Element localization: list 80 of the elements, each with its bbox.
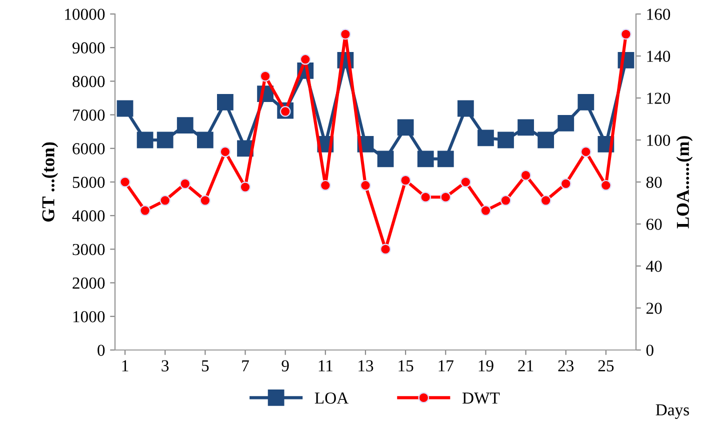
y2-axis-title: LOA......(m) [676, 136, 693, 228]
legend-label: LOA [314, 392, 349, 404]
point [200, 195, 211, 206]
y-tick-label: 9000 [72, 42, 105, 54]
x-axis-title: Days [656, 404, 689, 419]
y-axis-title: GT ...(ton) [42, 142, 58, 222]
x-tick-label: 23 [558, 360, 574, 372]
point [156, 132, 174, 148]
y-tick-label: 4000 [72, 210, 105, 222]
point [518, 119, 534, 136]
point [520, 170, 532, 181]
y-tick-label: 2000 [72, 278, 105, 289]
point [420, 192, 432, 203]
y-tick-label: 7000 [73, 110, 105, 121]
point [578, 94, 594, 110]
x-tick-label: 19 [478, 360, 494, 372]
y2-tick-label: 80 [646, 176, 662, 188]
point [457, 100, 474, 117]
y-tick-label: 8000 [72, 76, 105, 88]
point [538, 132, 554, 148]
point [140, 205, 150, 216]
x-tick-label: 9 [282, 360, 289, 372]
point [136, 132, 154, 148]
point [500, 195, 512, 206]
point [220, 146, 231, 158]
y2-tick-label: 40 [646, 260, 662, 272]
point [180, 178, 191, 190]
point [260, 70, 271, 82]
point [120, 176, 130, 188]
point [498, 132, 514, 148]
point [240, 182, 251, 192]
point [478, 130, 494, 146]
y2-tick-label: 20 [646, 302, 662, 314]
point [340, 28, 351, 40]
x-tick-label: 17 [438, 360, 454, 372]
y-tick-label: 6000 [72, 143, 105, 154]
point [460, 176, 472, 188]
y2-tick-label: 140 [647, 50, 670, 62]
x-tick-label: 7 [242, 360, 249, 372]
point [360, 180, 371, 191]
point [380, 244, 391, 255]
point [217, 94, 234, 110]
point [560, 178, 572, 190]
point [196, 132, 214, 148]
x-tick-label: 1 [122, 360, 128, 372]
point [440, 192, 452, 203]
point [320, 180, 331, 191]
x-tick-label: 15 [398, 360, 414, 372]
y-tick-label: 0 [98, 344, 105, 356]
x-tick-label: 3 [162, 360, 169, 372]
legend-label: DWT [462, 392, 500, 404]
point [176, 117, 194, 134]
y2-tick-label: 160 [647, 8, 670, 20]
point [377, 150, 394, 168]
y-tick-label: 10000 [65, 8, 105, 20]
point [580, 146, 592, 158]
y2-tick-label: 60 [646, 218, 662, 230]
point [400, 174, 411, 186]
x-tick-label: 21 [518, 360, 534, 372]
point [558, 115, 574, 132]
x-tick-label: 11 [318, 360, 332, 372]
point [417, 150, 434, 168]
point [540, 195, 552, 206]
x-tick-label: 5 [202, 360, 209, 372]
x-tick-label: 13 [358, 360, 374, 372]
x-tick-label: 25 [598, 360, 614, 372]
point [600, 180, 612, 191]
y-tick-label: 3000 [72, 244, 105, 256]
point [620, 28, 632, 40]
point [480, 205, 492, 216]
y2-tick-label: 120 [647, 92, 670, 104]
y2-tick-label: 0 [646, 344, 654, 356]
y2-tick-label: 100 [647, 134, 670, 146]
y-tick-label: 1000 [73, 311, 105, 322]
point [437, 150, 454, 168]
point [300, 54, 311, 65]
y-tick-label: 5000 [72, 176, 105, 188]
point [397, 119, 414, 136]
point [116, 100, 134, 117]
point [160, 195, 171, 206]
